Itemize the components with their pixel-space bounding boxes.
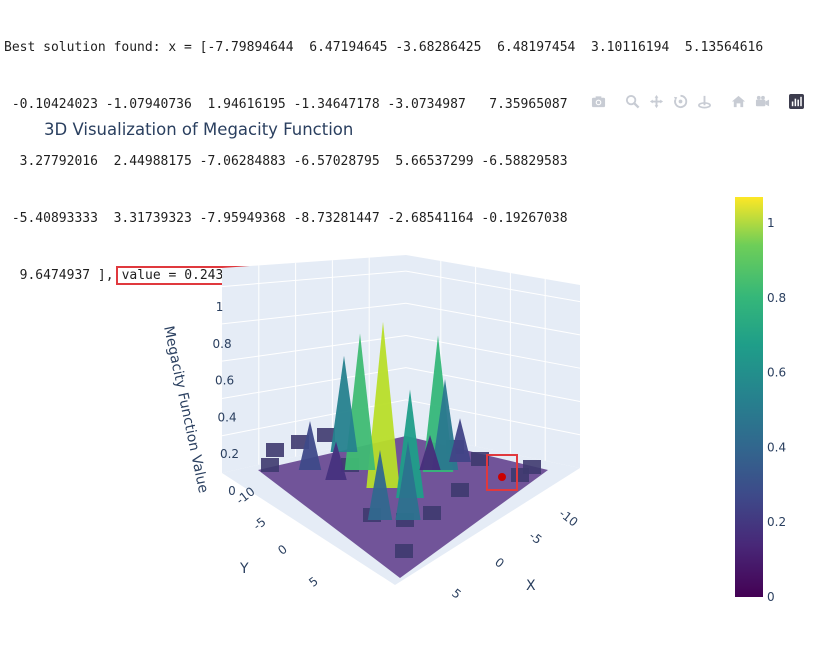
chart-title: 3D Visualization of Megacity Function: [44, 120, 354, 139]
z-axis-title: Megacity Function Value: [160, 325, 211, 495]
camera-icon[interactable]: [588, 92, 608, 110]
console-line-prefix: 9.6474937 ],: [4, 268, 114, 283]
z-tick-label: 0.2: [220, 447, 239, 461]
spike-small-c: [325, 441, 347, 480]
spike-small-b: [449, 418, 471, 462]
spike-right-mid: [431, 379, 459, 470]
y-tick-label: -5: [251, 515, 269, 533]
plotly-logo-icon[interactable]: [786, 92, 806, 110]
colorbar-tick-label: 0: [767, 590, 775, 604]
surface-bump: [423, 506, 441, 520]
y-axis-title: Y: [239, 561, 249, 577]
spike-small-a: [298, 421, 322, 470]
surface-bump: [451, 483, 469, 497]
best-solution-marker[interactable]: [498, 473, 506, 481]
surface-bump: [471, 452, 489, 466]
spike-front-right: [395, 441, 421, 520]
grid-line: [405, 334, 581, 369]
x-axis-title: X: [526, 578, 536, 594]
x-tick-label: -5: [526, 529, 544, 547]
z-tick-label: 1: [216, 300, 224, 314]
surface-bump: [395, 544, 413, 558]
colorbar-tick-label: 0.8: [767, 291, 786, 305]
plot-modebar: [588, 92, 810, 110]
grid-line: [405, 302, 581, 336]
reset-camera-icon[interactable]: [752, 92, 772, 110]
x-tick-label: 0: [492, 555, 507, 571]
console-output: Best solution found: x = [-7.79894644 6.…: [4, 0, 818, 304]
colorbar-ticks: 0 0.2 0.4 0.6 0.8 1: [767, 216, 786, 604]
console-line: 3.27792016 2.44988175 -7.06284883 -6.570…: [4, 154, 568, 169]
surface-spikes: [298, 321, 471, 520]
x-tick-label: -10: [556, 506, 580, 529]
grid-line: [221, 334, 407, 362]
home-camera-icon[interactable]: [728, 92, 748, 110]
z-tick-label: 0.6: [215, 374, 234, 388]
marker-highlight-box: [486, 454, 518, 491]
grid-line: [221, 270, 407, 288]
console-line: -0.10424023 -1.07940736 1.94616195 -1.34…: [4, 97, 568, 112]
surface-bump: [317, 428, 335, 442]
console-line: Best solution found: x = [-7.79894644 6.…: [4, 40, 764, 55]
colorbar-tick-label: 0.6: [767, 366, 786, 380]
z-tick-label: 0: [228, 484, 236, 498]
grid-line: [221, 302, 407, 325]
spike-tallest: [366, 321, 400, 488]
y-tick-label: 5: [306, 574, 321, 590]
z-tick-label: 0.4: [218, 410, 237, 424]
surface-bump: [261, 458, 279, 472]
spike-center-mid: [396, 389, 424, 498]
console-line: -5.40893333 3.31739323 -7.95949368 -8.73…: [4, 211, 568, 226]
zoom-icon[interactable]: [622, 92, 642, 110]
z-tick-label: 0.8: [213, 337, 232, 351]
spike-small-d: [419, 435, 441, 470]
colorbar-tick-label: 1: [767, 216, 775, 230]
y-tick-label: 0: [275, 542, 290, 558]
orbit-rotation-icon[interactable]: [670, 92, 690, 110]
surface-bump: [511, 468, 529, 482]
pan-icon[interactable]: [646, 92, 666, 110]
z-axis-ticks: 0 0.2 0.4 0.6 0.8 1: [213, 300, 240, 498]
spike-front-left: [367, 450, 393, 520]
grid-line: [405, 270, 581, 303]
turntable-rotation-icon[interactable]: [694, 92, 714, 110]
colorbar-tick-label: 0.2: [767, 515, 786, 529]
surface-bump: [266, 443, 284, 457]
spike-left-mid: [330, 355, 358, 452]
x-tick-label: 5: [449, 586, 464, 602]
grid-line: [221, 367, 407, 399]
colorbar: [735, 197, 763, 597]
colorbar-tick-label: 0.4: [767, 440, 786, 454]
